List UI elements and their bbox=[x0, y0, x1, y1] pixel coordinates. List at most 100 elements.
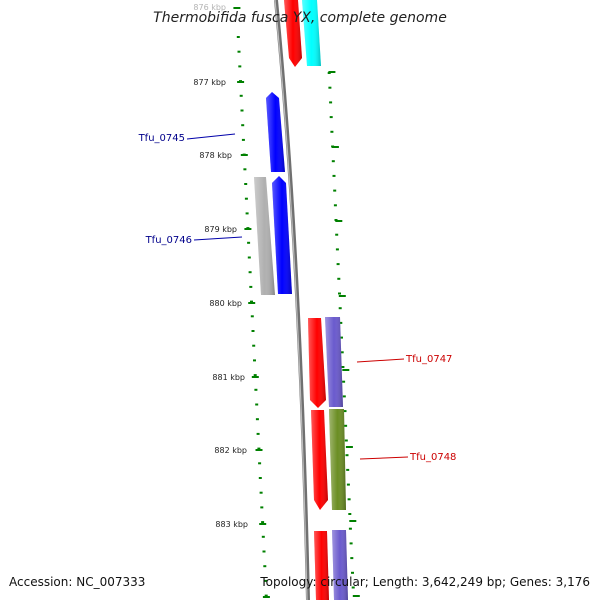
tick-dot bbox=[258, 462, 262, 465]
gene-bottom-purple[interactable] bbox=[332, 530, 348, 600]
tick-dot bbox=[348, 513, 352, 515]
left-tick-dots bbox=[236, 36, 268, 597]
tick-major-mark bbox=[251, 376, 259, 378]
tick-dot bbox=[239, 94, 243, 97]
tick-dot bbox=[337, 277, 341, 280]
tick-dot bbox=[343, 410, 347, 413]
tick-dot bbox=[247, 256, 251, 259]
tick-dot bbox=[341, 366, 345, 368]
tick-label-876: 876 kbp bbox=[193, 3, 226, 12]
label-line-tfu-0745 bbox=[186, 133, 236, 140]
tick-dot bbox=[244, 197, 248, 200]
tick-dot bbox=[332, 174, 336, 177]
accession-text: Accession: NC_007333 bbox=[9, 575, 146, 589]
topology-text: Topology: circular; Length: 3,642,249 bp… bbox=[260, 575, 590, 589]
tick-major-mark bbox=[233, 7, 241, 9]
tick-major-mark bbox=[335, 220, 343, 222]
gene-top-red[interactable] bbox=[284, 0, 302, 67]
tick-dot bbox=[335, 233, 339, 236]
genome-backbone bbox=[274, 0, 310, 600]
tick-dot bbox=[348, 527, 352, 530]
gene-label-tfu-0747[interactable]: Tfu_0747 bbox=[405, 354, 452, 365]
gene-tfu-0748[interactable] bbox=[311, 410, 328, 510]
tick-major-mark bbox=[342, 369, 350, 371]
gene-tfu-0745[interactable] bbox=[266, 92, 285, 172]
tick-dot bbox=[241, 138, 245, 141]
tick-dot bbox=[339, 321, 343, 324]
tick-major-mark bbox=[331, 146, 339, 148]
gene-tfu-0747[interactable] bbox=[308, 318, 326, 408]
tick-dot bbox=[240, 109, 244, 112]
label-line-tfu-0748 bbox=[359, 456, 409, 460]
tick-dot bbox=[248, 271, 252, 274]
tick-dot bbox=[236, 36, 240, 38]
tick-dot bbox=[340, 336, 343, 339]
tick-label-879: 879 kbp bbox=[204, 225, 237, 234]
tick-dot bbox=[257, 447, 261, 450]
gene-olive[interactable] bbox=[329, 409, 346, 510]
genome-title: Thermobifida fusca YX, complete genome bbox=[153, 10, 447, 26]
tick-major-mark bbox=[352, 595, 360, 597]
right-tick-dots bbox=[327, 72, 355, 589]
gene-label-tfu-0745[interactable]: Tfu_0745 bbox=[138, 133, 185, 144]
tick-label-878: 878 kbp bbox=[199, 151, 232, 160]
tick-major-mark bbox=[345, 446, 353, 448]
tick-dot bbox=[333, 189, 337, 192]
tick-label-883: 883 kbp bbox=[215, 520, 248, 529]
tick-dot bbox=[262, 550, 266, 553]
tick-label-882: 882 kbp bbox=[214, 446, 247, 455]
tick-dot bbox=[351, 586, 355, 589]
tick-label-880: 880 kbp bbox=[209, 299, 242, 308]
tick-major-mark bbox=[328, 71, 336, 73]
tick-dot bbox=[253, 374, 257, 377]
tick-dot bbox=[243, 168, 247, 171]
tick-dot bbox=[346, 468, 350, 471]
tick-dot bbox=[264, 594, 268, 597]
gene-top-cyan[interactable] bbox=[302, 0, 321, 66]
kbp-tick-marks bbox=[233, 7, 360, 598]
tick-dot bbox=[250, 315, 254, 318]
tick-dot bbox=[336, 263, 340, 266]
tick-dot bbox=[342, 395, 346, 398]
tick-dot bbox=[260, 506, 264, 509]
tick-label-881: 881 kbp bbox=[212, 373, 245, 382]
tick-major-mark bbox=[244, 228, 252, 230]
tick-dot bbox=[350, 557, 354, 560]
tick-dot bbox=[249, 285, 253, 288]
gene-bottom-red[interactable] bbox=[314, 531, 329, 600]
label-line-tfu-0746 bbox=[193, 236, 243, 241]
tick-dot bbox=[349, 542, 353, 545]
tick-major-mark bbox=[237, 81, 245, 83]
tick-label-877: 877 kbp bbox=[193, 78, 226, 87]
gene-tfu-0746[interactable] bbox=[272, 176, 292, 294]
gene-purple-1[interactable] bbox=[325, 317, 343, 407]
tick-dot bbox=[263, 565, 267, 568]
tick-dot bbox=[238, 65, 242, 68]
tick-dot bbox=[252, 344, 256, 347]
gene-label-tfu-0746[interactable]: Tfu_0746 bbox=[145, 235, 192, 246]
tick-dot bbox=[241, 124, 245, 127]
tick-dot bbox=[244, 183, 248, 185]
tick-dot bbox=[255, 403, 259, 406]
tick-dot bbox=[253, 359, 256, 362]
gene-label-tfu-0748[interactable]: Tfu_0748 bbox=[409, 452, 456, 463]
tick-major-mark bbox=[240, 154, 248, 156]
tick-dot bbox=[261, 521, 265, 524]
tick-dot bbox=[258, 477, 262, 479]
tick-dot bbox=[335, 248, 339, 251]
tick-major-mark bbox=[259, 523, 267, 525]
tick-dot bbox=[255, 418, 259, 421]
tick-dot bbox=[345, 454, 349, 457]
tick-dot bbox=[338, 292, 341, 295]
gene-gray[interactable] bbox=[254, 177, 275, 295]
tick-dot bbox=[344, 439, 348, 442]
tick-major-mark bbox=[262, 596, 270, 598]
genome-backbone-highlight bbox=[274, 0, 308, 600]
tick-dot bbox=[237, 50, 241, 53]
tick-dot bbox=[250, 300, 253, 303]
tick-dot bbox=[346, 483, 350, 486]
tick-dot bbox=[333, 204, 337, 207]
tick-dot bbox=[261, 535, 265, 538]
tick-dot bbox=[256, 432, 260, 435]
